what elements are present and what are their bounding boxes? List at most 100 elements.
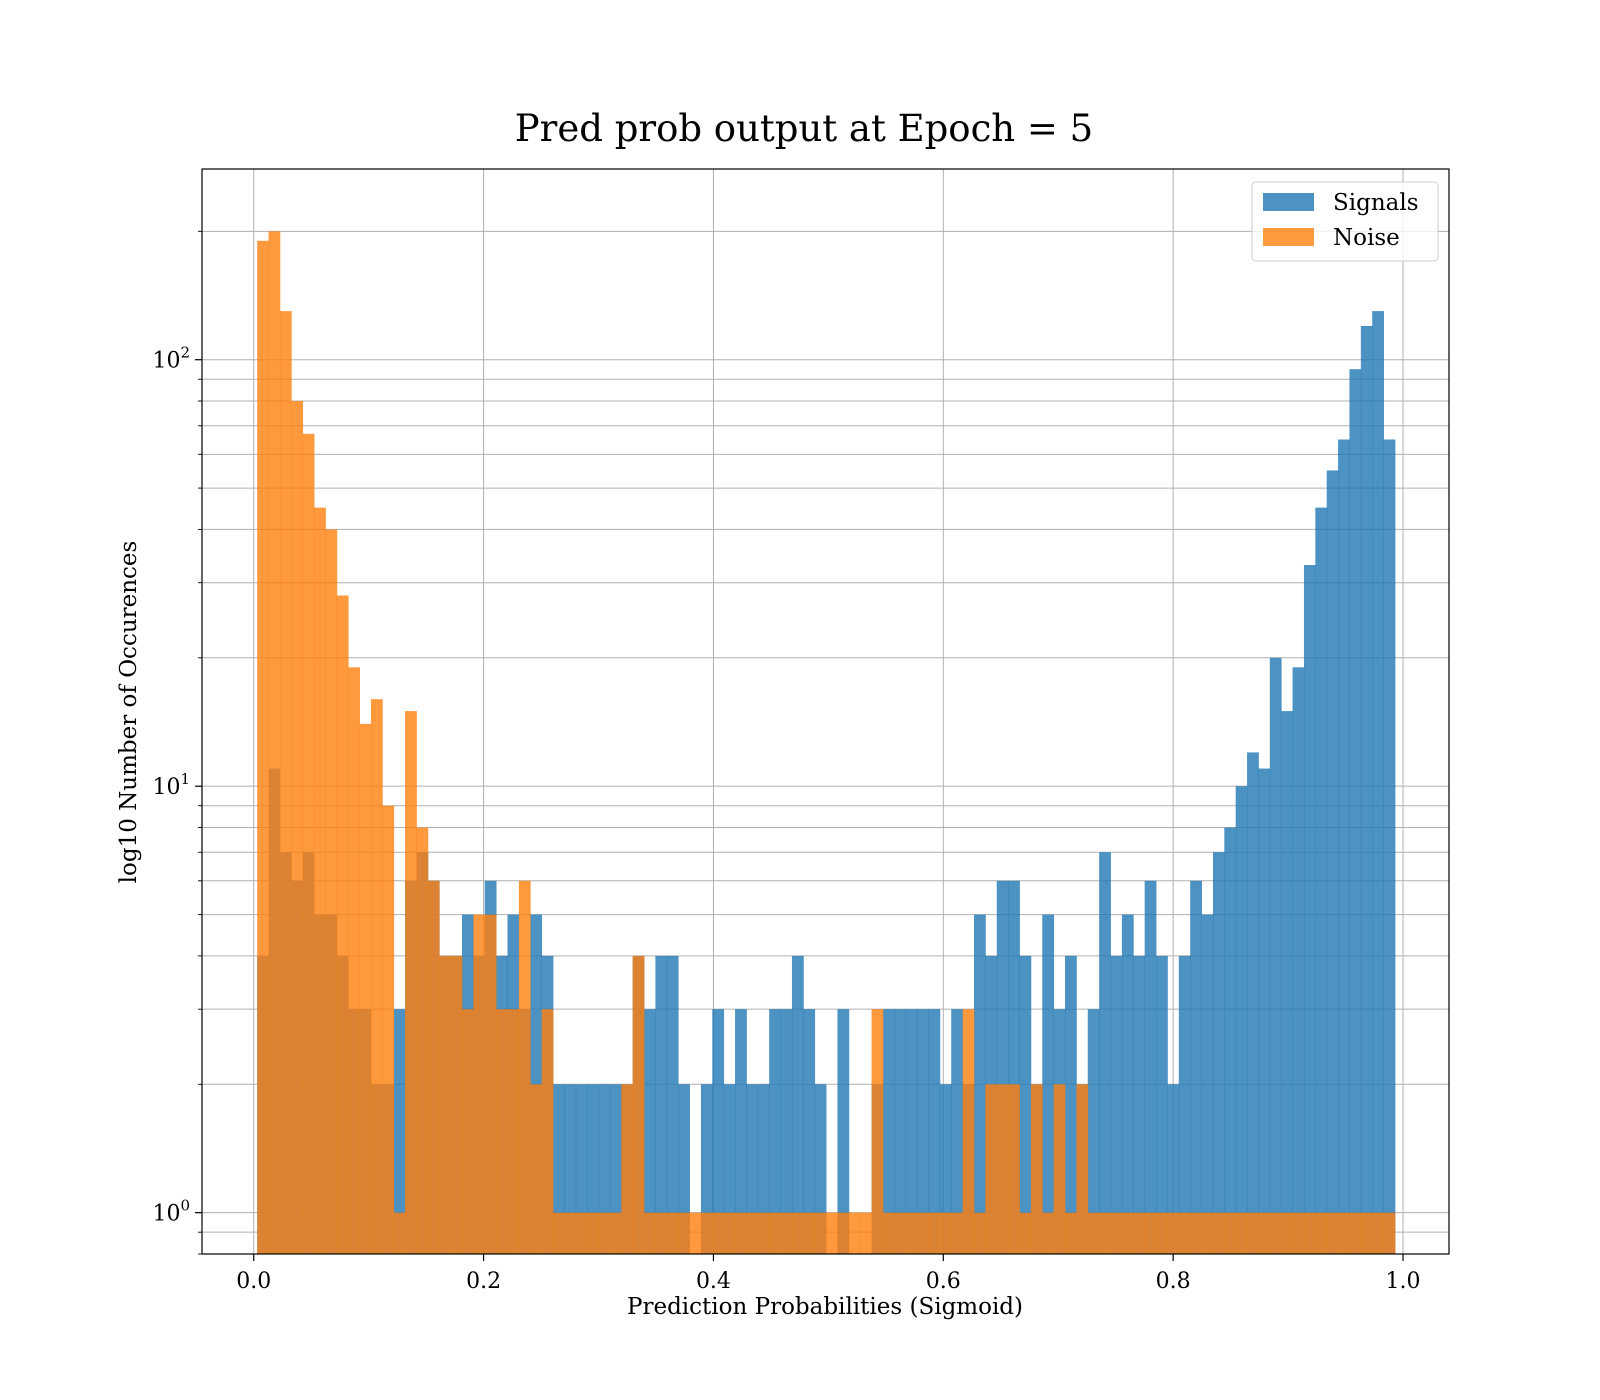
bar-noise [416, 827, 429, 1254]
bar-signals [1133, 955, 1146, 1254]
bar-noise [1019, 1212, 1032, 1254]
bar-noise [1167, 1212, 1180, 1254]
bar-noise [1099, 1212, 1111, 1254]
x-tick-label: 0.2 [466, 1269, 501, 1294]
bar-noise [393, 1212, 406, 1254]
y-tick-label: 101 [152, 770, 190, 800]
bar-signals [814, 1084, 827, 1254]
bar-noise [848, 1212, 861, 1254]
bar-noise [1235, 1212, 1248, 1254]
bar-noise [1224, 1212, 1237, 1254]
bar-signals [1383, 439, 1396, 1254]
ticks: 0.0 0.2 0.4 0.6 0.8 1.0 100 101 102 [152, 230, 1421, 1294]
bar-signals [552, 1084, 565, 1254]
bar-noise [700, 1212, 713, 1254]
bar-noise [1008, 1084, 1020, 1254]
bar-signals [951, 1009, 964, 1254]
bar-noise [1303, 1212, 1316, 1254]
bar-noise [632, 955, 645, 1254]
bar-signals [1190, 880, 1202, 1254]
bars [257, 231, 1396, 1255]
bar-noise [826, 1212, 838, 1254]
bar-signals [655, 955, 668, 1254]
bar-signals [609, 1084, 622, 1254]
bar-noise [644, 1212, 656, 1254]
bar-signals [1201, 914, 1214, 1254]
bar-noise [1156, 1212, 1168, 1254]
bar-noise [1144, 1212, 1157, 1254]
bar-noise [564, 1212, 577, 1254]
bar-noise [609, 1212, 622, 1254]
bar-noise [598, 1212, 611, 1254]
bar-signals [723, 1084, 736, 1254]
bar-noise [803, 1212, 816, 1254]
bar-noise [1121, 1212, 1134, 1254]
bar-noise [1338, 1212, 1350, 1254]
bar-noise [439, 955, 451, 1254]
bar-noise [723, 1212, 736, 1254]
bar-noise [860, 1212, 872, 1254]
bar-noise [336, 595, 349, 1254]
bar-noise [928, 1212, 941, 1254]
bar-noise [405, 711, 417, 1254]
bar-signals [882, 1009, 895, 1254]
x-tick-label: 0.4 [696, 1269, 731, 1294]
bar-noise [791, 1212, 804, 1254]
x-tick-label: 1.0 [1386, 1269, 1421, 1294]
bar-signals [1144, 880, 1157, 1254]
chart-title: Pred prob output at Epoch = 5 [515, 107, 1093, 150]
bar-signals [1224, 827, 1237, 1254]
bar-noise [996, 1084, 1009, 1254]
series-noise [257, 231, 1396, 1255]
bar-noise [939, 1212, 952, 1254]
bar-signals [712, 1009, 725, 1254]
bar-noise [530, 1084, 543, 1254]
y-axis-label: log10 Number of Occurences [116, 541, 142, 884]
bar-noise [473, 914, 486, 1254]
bar-noise [689, 1212, 702, 1254]
bar-signals [1303, 565, 1316, 1254]
bar-noise [427, 880, 440, 1254]
bar-signals [894, 1009, 907, 1254]
bar-noise [1076, 1084, 1089, 1254]
bar-signals [1121, 914, 1134, 1254]
bar-signals [393, 1009, 406, 1254]
bar-noise [985, 1084, 998, 1254]
bar-signals [1212, 852, 1225, 1254]
bar-noise [621, 1084, 634, 1254]
bar-noise [917, 1212, 929, 1254]
bar-signals [1349, 369, 1362, 1255]
bar-noise [1201, 1212, 1214, 1254]
bar-noise [496, 1009, 508, 1254]
legend-swatch-noise [1263, 228, 1314, 246]
bar-signals [700, 1084, 713, 1254]
bar-signals [678, 1084, 690, 1254]
bar-noise [1178, 1212, 1191, 1254]
bar-noise [461, 1009, 474, 1254]
bar-noise [518, 880, 531, 1254]
bar-signals [928, 1009, 941, 1254]
bar-noise [1258, 1212, 1271, 1254]
bar-signals [1110, 955, 1123, 1254]
bar-signals [1099, 852, 1111, 1254]
bar-signals [1258, 768, 1271, 1254]
bar-signals [1269, 657, 1282, 1254]
bar-noise [814, 1212, 827, 1254]
bar-signals [939, 1084, 952, 1254]
bar-noise [1281, 1212, 1293, 1254]
bar-noise [1349, 1212, 1362, 1254]
bar-signals [1315, 507, 1328, 1254]
bar-noise [666, 1212, 679, 1254]
bar-noise [712, 1212, 725, 1254]
bar-signals [757, 1084, 770, 1254]
bar-signals [1372, 311, 1385, 1254]
bar-noise [757, 1212, 770, 1254]
bar-noise [871, 1009, 884, 1254]
bar-noise [735, 1212, 747, 1254]
bar-noise [450, 955, 463, 1254]
bar-noise [291, 401, 304, 1254]
bar-signals [1008, 880, 1020, 1254]
bar-noise [1030, 1084, 1043, 1254]
bar-noise [1053, 1084, 1066, 1254]
